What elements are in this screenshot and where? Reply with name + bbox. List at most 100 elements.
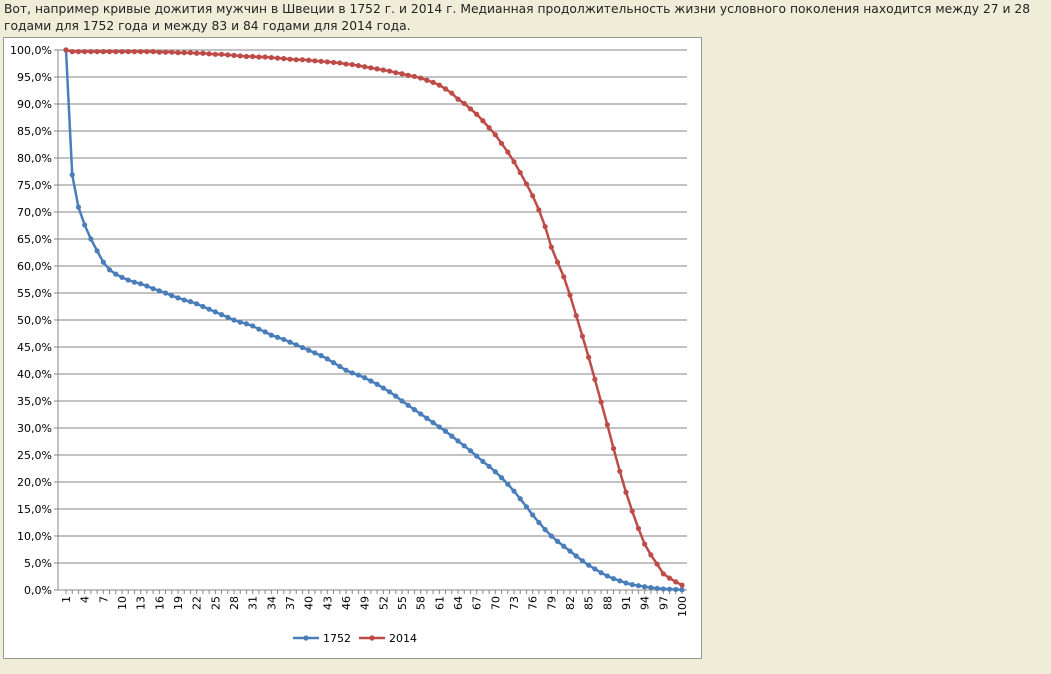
x-tick-label: 64: [452, 596, 465, 610]
data-point: [69, 172, 75, 178]
y-tick-label: 25,0%: [17, 449, 52, 462]
data-point: [480, 458, 486, 465]
data-point: [355, 63, 362, 69]
data-point: [218, 312, 225, 318]
x-tick-label: 4: [79, 596, 92, 603]
data-point: [498, 475, 505, 481]
y-tick-label: 85,0%: [17, 125, 52, 138]
data-point: [554, 538, 561, 544]
data-point: [287, 56, 293, 62]
data-point: [374, 66, 380, 72]
data-point: [579, 558, 586, 564]
data-point: [442, 428, 449, 434]
data-point: [349, 61, 355, 68]
data-point: [206, 306, 212, 312]
data-point: [393, 393, 399, 399]
y-tick-label: 30,0%: [17, 422, 52, 435]
data-point: [231, 317, 237, 323]
data-point: [511, 488, 517, 494]
data-point: [642, 584, 648, 590]
data-point: [125, 277, 131, 283]
y-tick-label: 45,0%: [17, 341, 52, 354]
data-point: [586, 562, 592, 568]
data-point: [181, 50, 187, 56]
data-point: [299, 57, 306, 63]
data-point: [523, 504, 530, 510]
data-point: [362, 64, 368, 70]
data-point: [436, 424, 442, 430]
data-point: [119, 274, 125, 280]
data-point: [162, 290, 169, 296]
data-point: [88, 236, 94, 242]
y-tick-label: 60,0%: [17, 260, 52, 273]
data-point: [274, 55, 281, 61]
x-tick-label: 34: [265, 596, 278, 610]
data-point: [642, 541, 648, 547]
data-point: [256, 54, 262, 60]
data-point: [274, 334, 281, 340]
data-point: [673, 586, 679, 593]
data-point: [648, 584, 654, 591]
data-point: [268, 332, 274, 338]
data-point: [156, 49, 162, 55]
data-point: [449, 90, 455, 96]
data-point: [449, 433, 455, 439]
data-point: [200, 303, 206, 310]
data-point: [281, 56, 287, 62]
data-point: [598, 570, 604, 576]
data-point: [169, 293, 175, 299]
y-tick-label: 95,0%: [17, 71, 52, 84]
data-point: [75, 49, 82, 55]
data-point: [654, 585, 660, 591]
data-point: [542, 223, 548, 230]
data-point: [256, 326, 262, 332]
data-point: [679, 587, 685, 593]
data-point: [573, 313, 579, 319]
y-tick-label: 50,0%: [17, 314, 52, 327]
data-point: [293, 342, 299, 348]
x-tick-label: 67: [471, 596, 484, 610]
x-tick-label: 7: [97, 596, 110, 603]
data-point: [486, 125, 492, 131]
data-point: [225, 52, 231, 58]
data-point: [635, 583, 642, 589]
y-tick-label: 20,0%: [17, 476, 52, 489]
data-point: [474, 453, 480, 459]
data-point: [281, 336, 287, 343]
data-point: [362, 375, 368, 381]
data-point: [411, 407, 418, 413]
data-point: [169, 49, 175, 55]
data-point: [380, 385, 386, 391]
data-point: [131, 279, 138, 285]
data-point: [212, 51, 218, 57]
y-tick-label: 75,0%: [17, 179, 52, 192]
data-point: [94, 248, 100, 254]
data-point: [393, 70, 399, 76]
data-point: [399, 71, 405, 77]
data-point: [498, 140, 505, 147]
data-point: [598, 399, 604, 405]
data-point: [243, 53, 250, 60]
data-point: [131, 49, 138, 55]
data-point: [231, 52, 237, 58]
data-point: [399, 398, 405, 404]
x-tick-label: 19: [172, 596, 185, 610]
data-point: [536, 207, 542, 213]
data-point: [386, 68, 393, 74]
x-tick-label: 43: [321, 596, 334, 610]
data-point: [368, 378, 374, 384]
x-tick-label: 70: [489, 596, 502, 610]
data-point: [343, 367, 349, 373]
data-point: [592, 566, 598, 572]
data-point: [430, 79, 436, 85]
data-point: [517, 169, 523, 176]
data-point: [654, 561, 660, 567]
y-tick-label: 100,0%: [10, 44, 52, 57]
data-point: [467, 106, 474, 112]
data-point: [337, 363, 343, 370]
x-tick-label: 40: [303, 596, 316, 610]
x-tick-label: 49: [359, 596, 372, 610]
data-point: [548, 533, 554, 539]
legend-label: 1752: [323, 632, 351, 645]
